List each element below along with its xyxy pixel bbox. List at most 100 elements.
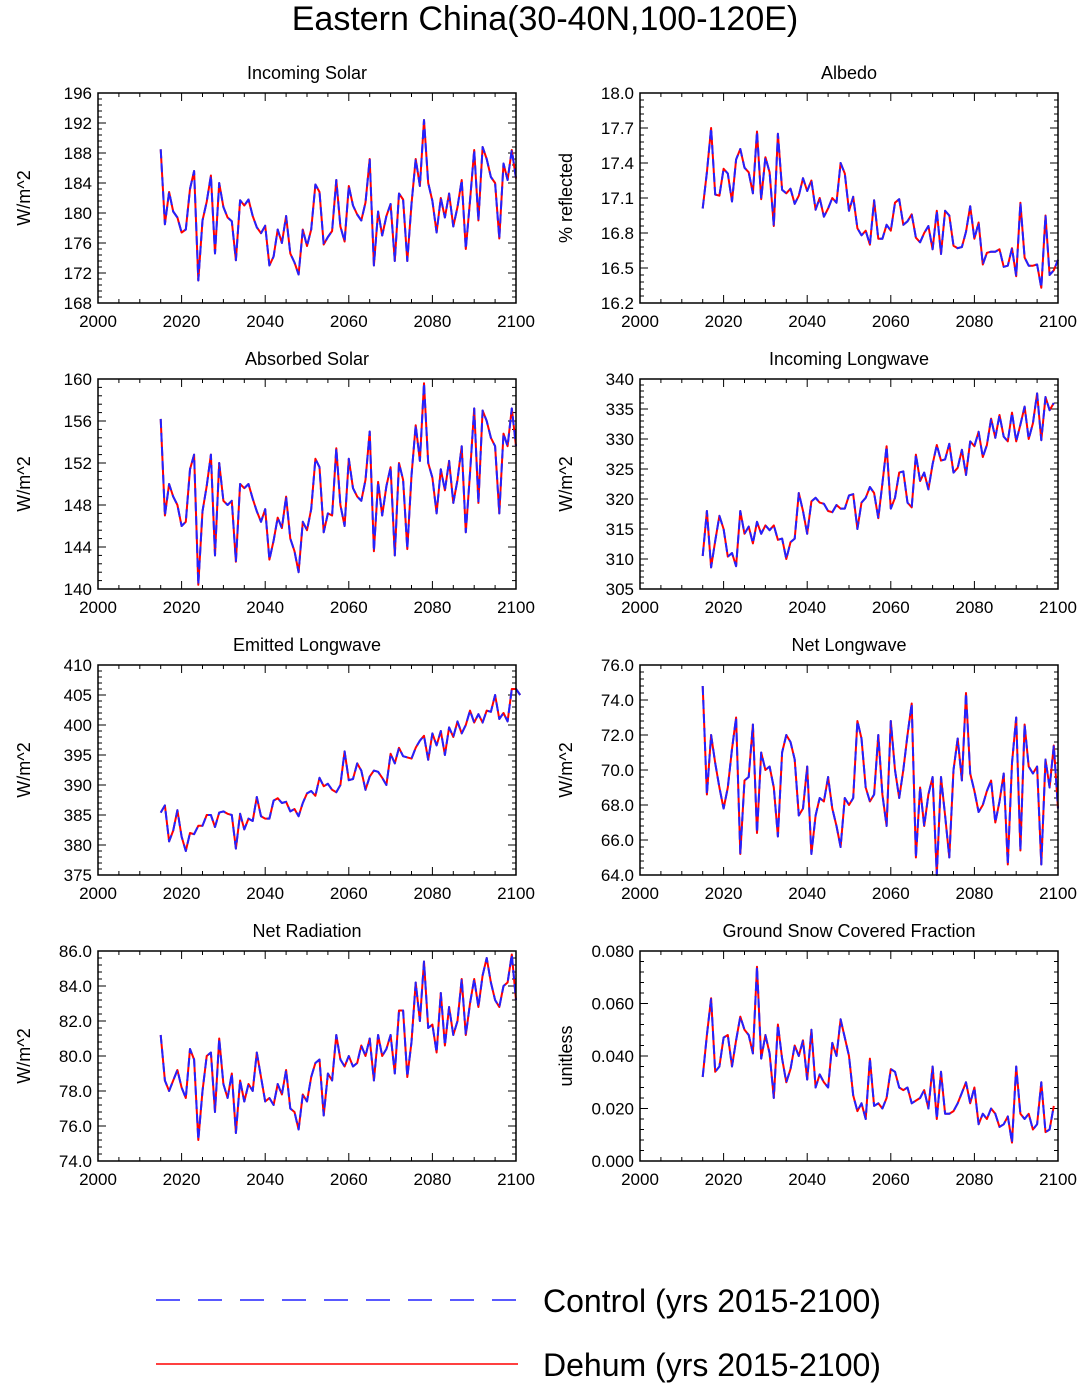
plot-frame [639,950,1059,1162]
y-axis-label: % reflected [556,153,576,243]
panel-net-longwave: Net Longwave W/m^2 2000 2020 2040 2060 2080 210… [556,635,1077,903]
plot-frame [97,664,517,876]
series-control-line [159,119,517,282]
legend: Control (yrs 2015-2100) Dehum (yrs 2015-2… [156,1283,881,1383]
y-tick-label: 395 [64,746,92,765]
panel-title: Albedo [821,63,877,83]
x-tick-label: 2060 [330,1170,368,1189]
panel-title: Incoming Longwave [769,349,929,369]
x-tick-label: 2100 [1039,598,1077,617]
y-tick-label: 80.0 [59,1047,92,1066]
x-tick-label: 2020 [163,598,201,617]
y-tick-label: 76.0 [601,656,634,675]
y-tick-label: 156 [64,412,92,431]
y-tick-label: 172 [64,264,92,283]
figure-title: Eastern China(30-40N,100-120E) [292,0,799,38]
y-tick-label: 148 [64,496,92,515]
x-tick-label: 2080 [955,1170,993,1189]
x-tick-label: 2100 [497,312,535,331]
y-tick-label: 405 [64,686,92,705]
x-tick-label: 2080 [955,312,993,331]
y-tick-label: 16.8 [601,224,634,243]
y-tick-label: 86.0 [59,942,92,961]
y-tick-label: 16.5 [601,259,634,278]
plot-frame [639,664,1059,876]
y-tick-label: 0.040 [591,1047,634,1066]
x-tick-label: 2060 [872,1170,910,1189]
series-control-line [159,953,517,1141]
y-axis-label: W/m^2 [14,456,34,511]
plot-frame [97,92,517,304]
y-tick-label: 305 [606,580,634,599]
y-tick-label: 400 [64,716,92,735]
y-tick-label: 192 [64,114,92,133]
x-tick-label: 2000 [621,598,659,617]
legend-item: Dehum (yrs 2015-2100) [156,1347,881,1383]
panel-title: Net Radiation [252,921,361,941]
x-tick-label: 2020 [705,884,743,903]
panel-title: Emitted Longwave [233,635,381,655]
x-tick-label: 2040 [788,1170,826,1189]
x-tick-label: 2040 [246,598,284,617]
series-control-line [159,688,522,852]
panel-absorbed-solar: Absorbed Solar W/m^2 2000 2020 2040 2060 2080 2… [14,349,535,617]
panel-incoming-solar: Incoming Solar W/m^2 2000 2020 2040 2060 2080 2… [14,63,535,331]
x-tick-label: 2060 [330,598,368,617]
y-tick-label: 188 [64,144,92,163]
plot-frame [97,950,517,1162]
x-tick-label: 2100 [497,1170,535,1189]
series-control-line [701,127,1059,289]
series-control-line [701,685,1059,876]
y-tick-label: 320 [606,490,634,509]
y-tick-label: 325 [606,460,634,479]
x-tick-label: 2100 [497,598,535,617]
y-axis-label: W/m^2 [14,742,34,797]
plot-frame [97,378,517,590]
y-tick-label: 68.0 [601,796,634,815]
y-tick-label: 0.020 [591,1100,634,1119]
x-tick-label: 2000 [621,884,659,903]
y-tick-label: 0.060 [591,995,634,1014]
x-tick-label: 2100 [497,884,535,903]
y-tick-label: 160 [64,370,92,389]
x-tick-label: 2020 [705,598,743,617]
y-tick-label: 410 [64,656,92,675]
y-tick-label: 176 [64,234,92,253]
x-tick-label: 2040 [246,312,284,331]
y-axis-label: W/m^2 [14,1028,34,1083]
panel-title: Absorbed Solar [245,349,369,369]
x-tick-label: 2040 [246,1170,284,1189]
y-tick-label: 380 [64,836,92,855]
x-tick-label: 2060 [872,598,910,617]
x-tick-label: 2060 [872,884,910,903]
y-tick-label: 140 [64,580,92,599]
y-tick-label: 180 [64,204,92,223]
plot-frame [639,92,1059,304]
y-tick-label: 310 [606,550,634,569]
y-axis-label: W/m^2 [556,742,576,797]
x-tick-label: 2060 [330,312,368,331]
y-axis-label: W/m^2 [556,456,576,511]
series-control-line [701,965,1055,1144]
x-tick-label: 2000 [621,1170,659,1189]
x-tick-label: 2040 [246,884,284,903]
y-tick-label: 82.0 [59,1012,92,1031]
y-tick-label: 74.0 [59,1152,92,1171]
x-tick-label: 2000 [621,312,659,331]
x-tick-label: 2080 [413,1170,451,1189]
y-tick-label: 16.2 [601,294,634,313]
legend-label: Control (yrs 2015-2100) [543,1283,881,1319]
y-tick-label: 18.0 [601,84,634,103]
y-tick-label: 335 [606,400,634,419]
y-tick-label: 17.4 [601,154,634,173]
series-control-line [159,382,517,586]
y-axis-label: unitless [556,1025,576,1086]
y-tick-label: 78.0 [59,1082,92,1101]
y-tick-label: 64.0 [601,866,634,885]
legend-item: Control (yrs 2015-2100) [156,1283,881,1319]
x-tick-label: 2020 [163,884,201,903]
x-tick-label: 2080 [955,598,993,617]
x-tick-label: 2080 [413,598,451,617]
x-tick-label: 2020 [705,1170,743,1189]
